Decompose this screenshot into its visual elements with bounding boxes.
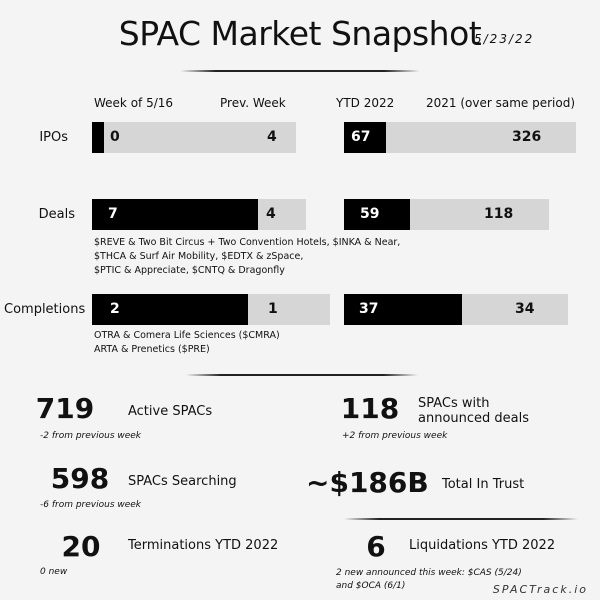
completions-note-line: ARTA & Prenetics ($PRE) (94, 344, 210, 355)
row-label-deals: Deals (38, 207, 75, 222)
deals-prior-value: 118 (484, 206, 514, 222)
completions-notes: OTRA & Comera Life Sciences ($CMRA) ARTA… (94, 329, 280, 357)
announced-deals-label-line: announced deals (418, 411, 530, 426)
active-spacs-value: 719 (35, 392, 95, 425)
searching-spacs-value: 598 (50, 462, 110, 495)
completions-ytd-value: 37 (359, 301, 379, 317)
deals-ytd-value: 59 (360, 206, 380, 222)
snapshot-date: 5/23/22 (474, 32, 535, 46)
announced-deals-label: SPACs with announced deals (418, 396, 529, 426)
terminations-change: 0 new (40, 567, 68, 577)
col-header-week: Week of 5/16 (94, 96, 174, 110)
liquidations-note-line: 2 new announced this week: $CAS (5/24) (336, 568, 522, 578)
ipos-prior-fill (386, 122, 576, 153)
deals-notes: $REVE & Two Bit Circus + Two Convention … (94, 236, 400, 278)
liquidations-note-line: and $OCA (6/1) (336, 581, 406, 591)
deals-prev-fill (258, 199, 306, 230)
ipos-ytd-fill (344, 122, 386, 153)
completions-week-fill (92, 294, 248, 325)
section-divider (186, 374, 418, 376)
liquidations-notes: 2 new announced this week: $CAS (5/24) a… (336, 567, 522, 593)
ipos-ytd-value: 67 (351, 129, 371, 145)
completions-week-value: 2 (110, 301, 120, 317)
deals-prior-fill (410, 199, 549, 230)
deals-note-line: $THCA & Surf Air Mobility, $EDTX & zSpac… (94, 251, 304, 262)
completions-prior-value: 34 (515, 301, 535, 317)
completions-weekly-bar: 2 1 (92, 294, 330, 325)
ipos-prev-value: 4 (267, 129, 277, 145)
col-header-prior: 2021 (over same period) (426, 96, 576, 110)
deals-note-line: $PTIC & Appreciate, $CNTQ & Dragonfly (94, 265, 285, 276)
ipos-weekly-bar: 0 4 (92, 122, 296, 153)
deals-week-fill (92, 199, 258, 230)
completions-ytd-bar: 37 34 (344, 294, 568, 325)
total-trust-label: Total In Trust (442, 477, 525, 492)
completions-note-line: OTRA & Comera Life Sciences ($CMRA) (94, 330, 280, 341)
active-spacs-label: Active SPACs (128, 404, 213, 419)
liquidations-value: 6 (366, 530, 386, 563)
deals-ytd-bar: 59 118 (344, 199, 549, 230)
searching-spacs-change: -6 from previous week (40, 500, 142, 510)
brand-footer: SPACTrack.io (492, 583, 588, 596)
terminations-value: 20 (61, 530, 101, 563)
announced-deals-value: 118 (340, 392, 400, 425)
completions-prior-fill (462, 294, 568, 325)
ipos-prev-fill (104, 122, 296, 153)
ipos-ytd-bar: 67 326 (344, 122, 576, 153)
deals-note-line: $REVE & Two Bit Circus + Two Convention … (94, 237, 401, 248)
deals-weekly-bar: 7 4 (92, 199, 306, 230)
terminations-label: Terminations YTD 2022 (128, 538, 279, 553)
total-trust-value: ~$186B (306, 466, 429, 499)
ipos-prior-value: 326 (512, 129, 542, 145)
completions-prev-fill (248, 294, 330, 325)
active-spacs-change: -2 from previous week (40, 431, 142, 441)
ipos-week-fill (92, 122, 104, 153)
liquidations-label: Liquidations YTD 2022 (409, 538, 556, 553)
completions-prev-value: 1 (268, 301, 278, 317)
searching-spacs-label: SPACs Searching (128, 474, 237, 489)
trust-divider (344, 518, 578, 520)
completions-ytd-fill (344, 294, 462, 325)
page-title: SPAC Market Snapshot (118, 14, 482, 53)
announced-deals-change: +2 from previous week (342, 431, 448, 441)
col-header-ytd: YTD 2022 (336, 96, 395, 110)
deals-week-value: 7 (108, 206, 118, 222)
announced-deals-label-line: SPACs with (418, 396, 490, 411)
row-label-ipos: IPOs (39, 130, 68, 145)
deals-prev-value: 4 (266, 206, 276, 222)
header-divider (180, 70, 420, 72)
ipos-week-value: 0 (110, 129, 120, 145)
deals-ytd-fill (344, 199, 410, 230)
col-header-prev: Prev. Week (220, 96, 286, 110)
row-label-completions: Completions (4, 302, 86, 317)
